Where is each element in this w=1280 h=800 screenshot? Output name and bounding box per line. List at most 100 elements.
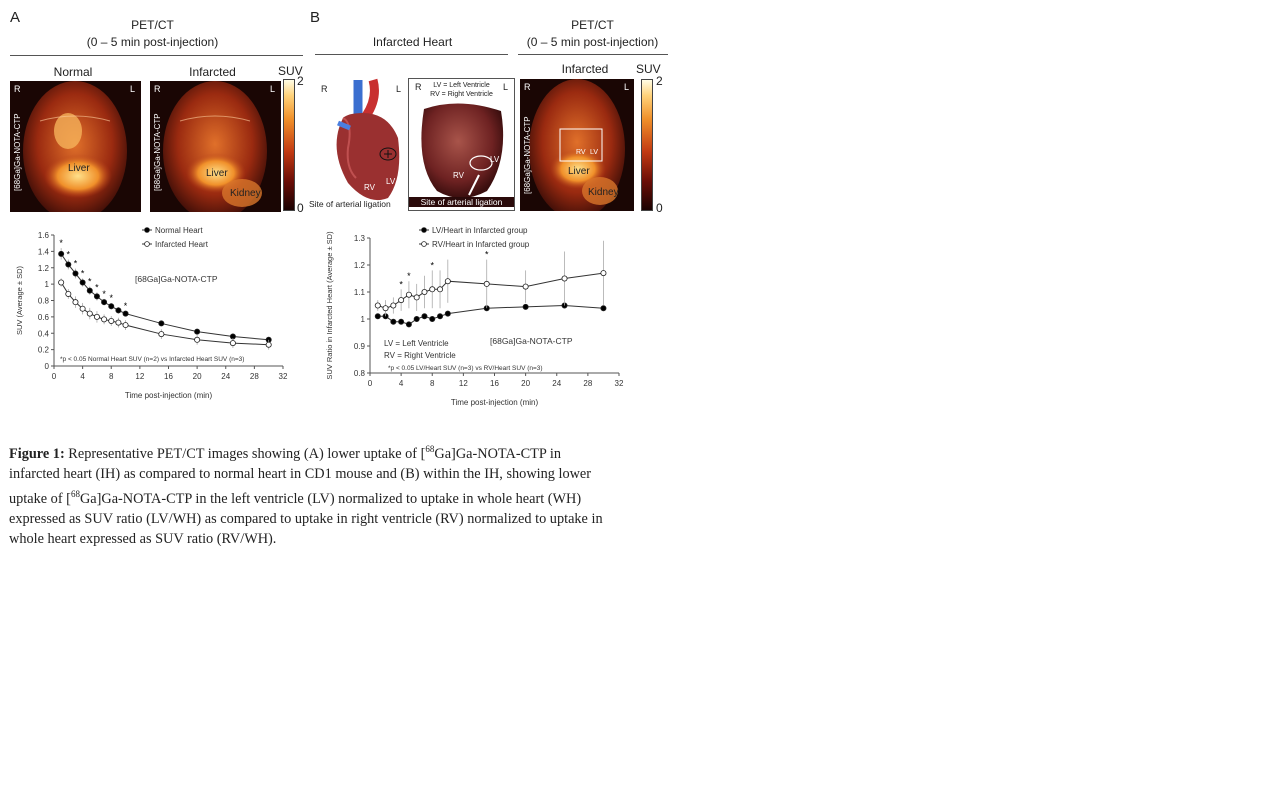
panel-b-rule-right: [518, 54, 668, 55]
significance-asterisk: *: [124, 301, 128, 311]
data-point: [421, 289, 428, 296]
photo-orient-l: L: [503, 82, 509, 92]
significance-asterisk: *: [485, 250, 489, 260]
data-point: [229, 340, 236, 347]
significance-asterisk: *: [109, 293, 113, 303]
series-line-0: [60, 253, 269, 341]
data-point: [158, 331, 165, 338]
x-tick-label: 24: [552, 379, 561, 388]
data-point: [158, 320, 165, 327]
tracer-label-normal: [68Ga]Ga-NOTA-CTP: [13, 113, 22, 191]
legend-label: LV/Heart in Infarcted group: [432, 226, 528, 235]
data-point: [483, 280, 490, 287]
y-tick-label: 0: [45, 362, 50, 371]
photo-lv: LV: [490, 155, 500, 164]
panel-a-header: PET/CT (0 – 5 min post-injection): [60, 17, 245, 51]
y-tick-label: 1: [361, 315, 366, 324]
y-tick-label: 1: [45, 280, 50, 289]
y-tick-label: 1.2: [38, 264, 50, 273]
panel-b-letter: B: [310, 9, 321, 26]
label-infarcted-b: Infarcted: [561, 62, 609, 76]
data-point: [398, 297, 405, 304]
data-point: [86, 287, 93, 294]
y-tick-label: 1.3: [354, 234, 366, 243]
data-point: [72, 299, 79, 306]
data-point: [72, 270, 79, 277]
tracer-label-infarcted-b: [68Ga]Ga-NOTA-CTP: [523, 116, 532, 194]
panel-a-header-line2: (0 – 5 min post-injection): [86, 35, 219, 49]
y-tick-label: 1.6: [38, 231, 50, 240]
data-point: [444, 310, 451, 317]
chart-a: 0 0.2 0.4 0.6 0.8 1 1.2 1.4 1.6 0 4 8 12 16 20 24 28 32 Ti…: [15, 226, 288, 400]
heart-photo-graphic: [421, 103, 504, 198]
photo-legend-lv: LV = Left Ventricle: [433, 82, 490, 89]
significance-asterisk: *: [81, 268, 85, 278]
data-point: [522, 303, 529, 310]
colorbar-a: [283, 79, 295, 211]
caption-line-5: whole heart expressed as SUV ratio (RV/W…: [9, 530, 277, 547]
panel-b-header-right-line1: PET/CT: [571, 18, 614, 32]
data-point: [561, 275, 568, 282]
significance-asterisk: *: [430, 260, 434, 270]
orient-l-infarcted-a: L: [270, 84, 276, 94]
data-point: [437, 286, 444, 293]
y-tick-label: 0.6: [38, 313, 50, 322]
orient-r-normal: R: [14, 84, 21, 94]
liver-label-infarcted-b: Liver: [568, 166, 590, 177]
legend-marker: [421, 227, 427, 233]
chart-abbrev-lv: LV = Left Ventricle: [384, 339, 449, 348]
data-point: [374, 302, 381, 309]
data-point: [122, 310, 129, 317]
heart-diagram: R L RV LV: [318, 78, 408, 212]
data-point: [194, 336, 201, 343]
heart-diagram-lv: LV: [386, 177, 396, 186]
pet-b-lv: LV: [590, 149, 599, 156]
data-point: [421, 313, 428, 320]
significance-asterisk: *: [67, 250, 71, 260]
legend-marker: [421, 241, 427, 247]
heart-diagram-r: R: [321, 84, 328, 94]
data-point: [265, 341, 272, 348]
panel-a-letter: A: [10, 9, 21, 26]
x-tick-label: 4: [399, 379, 404, 388]
x-tick-label: 8: [430, 379, 435, 388]
legend-marker: [144, 227, 150, 233]
kidney-label-infarcted-a: Kidney: [230, 188, 261, 199]
legend-label: RV/Heart in Infarcted group: [432, 240, 530, 249]
data-point: [413, 294, 420, 301]
y-tick-label: 0.8: [38, 297, 50, 306]
data-point: [522, 283, 529, 290]
data-point: [79, 305, 86, 312]
caption-line-2: infarcted heart (IH) as compared to norm…: [9, 465, 592, 482]
y-tick-label: 0.9: [354, 342, 366, 351]
data-point: [122, 322, 129, 329]
significance-asterisk: *: [407, 271, 411, 281]
x-tick-label: 12: [459, 379, 468, 388]
chart-annotation: [68Ga]Ga-NOTA-CTP: [490, 336, 573, 346]
data-point: [65, 290, 72, 297]
liver-label-infarcted-a: Liver: [206, 168, 228, 179]
orient-l-normal: L: [130, 84, 136, 94]
caption-text-3b: Ga]Ga-NOTA-CTP in the left ventricle (LV…: [79, 490, 582, 507]
data-point: [101, 316, 108, 323]
data-point: [390, 302, 397, 309]
y-axis-title: SUV (Average ± SD): [15, 266, 24, 336]
panel-a-rule: [10, 55, 303, 56]
data-point: [86, 310, 93, 317]
x-tick-label: 20: [193, 372, 202, 381]
x-tick-label: 20: [521, 379, 530, 388]
x-tick-label: 32: [279, 372, 288, 381]
data-point: [413, 316, 420, 323]
liver-label-normal: Liver: [68, 163, 90, 174]
x-tick-label: 32: [615, 379, 624, 388]
tracer-label-infarcted-a: [68Ga]Ga-NOTA-CTP: [153, 113, 162, 191]
pet-b-rv: RV: [576, 149, 586, 156]
pet-infarcted-a-graphic: [163, 81, 267, 212]
y-tick-label: 1.1: [354, 288, 366, 297]
significance-asterisk: *: [59, 238, 63, 248]
chart-footnote: *p < 0.05 LV/Heart SUV (n=3) vs RV/Heart…: [388, 365, 543, 372]
suv-label-b: SUV: [636, 62, 661, 76]
pet-normal-graphic: [23, 81, 127, 212]
pet-image-infarcted-a: R L [68Ga]Ga-NOTA-CTP Liver Kidney: [150, 81, 281, 212]
y-tick-label: 0.8: [354, 369, 366, 378]
